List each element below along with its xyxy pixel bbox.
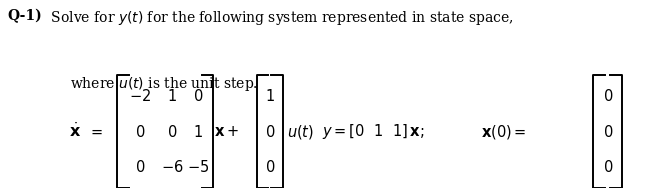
Text: Q-1): Q-1) [8, 9, 42, 24]
Text: $0$: $0$ [167, 124, 177, 140]
Text: $=$: $=$ [88, 125, 104, 139]
Text: $0$: $0$ [135, 159, 145, 175]
Text: $-6$: $-6$ [161, 159, 183, 175]
Text: $0$: $0$ [193, 88, 203, 104]
Text: $\mathbf{x}+$: $\mathbf{x}+$ [214, 125, 239, 139]
Text: $-2$: $-2$ [129, 88, 151, 104]
Text: $0$: $0$ [603, 159, 613, 175]
Text: $0$: $0$ [603, 88, 613, 104]
Text: $1$: $1$ [265, 88, 275, 104]
Text: $-5$: $-5$ [187, 159, 209, 175]
Text: $0$: $0$ [265, 124, 275, 140]
Text: $\dot{\mathbf{x}}$: $\dot{\mathbf{x}}$ [69, 123, 81, 141]
Text: Solve for $y(t)$ for the following system represented in state space,: Solve for $y(t)$ for the following syste… [42, 9, 514, 27]
Text: $\mathbf{x}(0) =$: $\mathbf{x}(0) =$ [481, 123, 526, 141]
Text: $u(t)$: $u(t)$ [287, 123, 314, 141]
Text: $y = [0\ \ 1\ \ 1]\,\mathbf{x};$: $y = [0\ \ 1\ \ 1]\,\mathbf{x};$ [322, 122, 424, 141]
Text: $1$: $1$ [193, 124, 203, 140]
Text: $1$: $1$ [167, 88, 177, 104]
Text: $0$: $0$ [603, 124, 613, 140]
Text: $0$: $0$ [135, 124, 145, 140]
Text: where $u(t)$ is the unit step.: where $u(t)$ is the unit step. [70, 75, 258, 93]
Text: $0$: $0$ [265, 159, 275, 175]
